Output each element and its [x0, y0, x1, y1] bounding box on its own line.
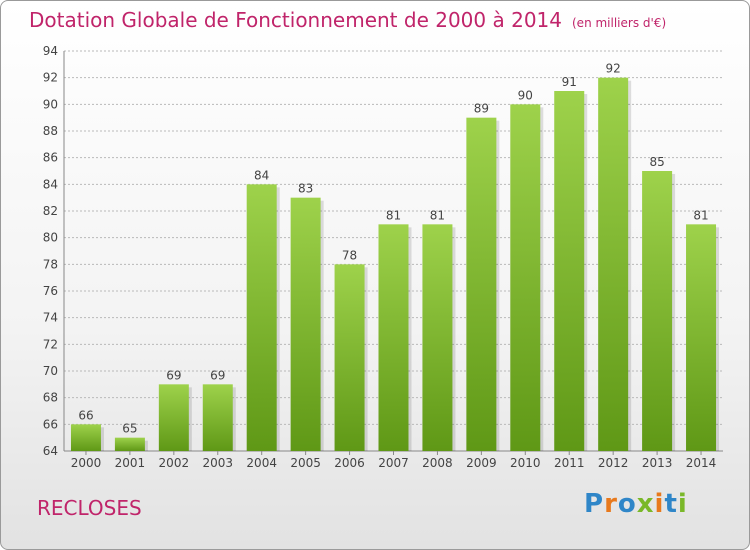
data-label: 83 — [298, 182, 313, 196]
data-label: 92 — [606, 62, 621, 76]
x-tick-label: 2009 — [466, 456, 497, 470]
logo-letter: o — [617, 489, 637, 519]
x-tick-label: 2008 — [422, 456, 453, 470]
y-tick-label: 78 — [43, 257, 58, 271]
logo-letter: r — [604, 489, 618, 519]
chart-title: Dotation Globale de Fonctionnement de 20… — [29, 8, 666, 32]
x-tick-label: 2003 — [202, 456, 233, 470]
y-tick-label: 72 — [43, 337, 58, 351]
x-tick-label: 2002 — [159, 456, 190, 470]
bar — [114, 437, 145, 451]
data-label: 66 — [78, 408, 93, 422]
x-tick-label: 2005 — [290, 456, 321, 470]
y-tick-label: 64 — [43, 444, 58, 458]
data-label: 90 — [518, 88, 533, 102]
data-label: 81 — [430, 208, 445, 222]
unit-label: (en milliers d'€) — [572, 16, 667, 30]
x-tick-label: 2000 — [71, 456, 102, 470]
x-tick-label: 2010 — [510, 456, 541, 470]
bar — [466, 117, 497, 452]
bar — [686, 224, 717, 451]
y-tick-label: 80 — [43, 231, 58, 245]
y-tick-label: 68 — [43, 391, 58, 405]
bar — [554, 91, 585, 451]
bar — [598, 77, 629, 452]
y-tick-label: 76 — [43, 284, 58, 298]
y-tick-label: 90 — [43, 97, 58, 111]
logo-letter: x — [636, 489, 655, 519]
data-label: 81 — [693, 208, 708, 222]
bar — [202, 384, 233, 451]
x-tick-label: 2007 — [378, 456, 409, 470]
x-tick-label: 2014 — [686, 456, 717, 470]
data-label: 85 — [649, 155, 664, 169]
proxiti-logo: Proxiti — [584, 489, 688, 519]
y-tick-label: 88 — [43, 124, 58, 138]
bar — [158, 384, 189, 451]
data-label: 84 — [254, 168, 269, 182]
bar — [246, 184, 277, 452]
logo-letter: P — [584, 489, 605, 519]
logo-letter: i — [654, 489, 665, 519]
x-tick-label: 2001 — [115, 456, 146, 470]
x-tick-label: 2011 — [554, 456, 585, 470]
y-tick-label: 84 — [43, 177, 58, 191]
y-tick-label: 74 — [43, 311, 58, 325]
data-label: 69 — [210, 368, 225, 382]
data-label: 91 — [562, 75, 577, 89]
logo-letter: i — [677, 489, 688, 519]
logo-letter: t — [664, 489, 678, 519]
y-tick-label: 82 — [43, 204, 58, 218]
data-label: 89 — [474, 102, 489, 116]
y-tick-label: 66 — [43, 417, 58, 431]
x-tick-label: 2006 — [334, 456, 365, 470]
title-text: Dotation Globale de Fonctionnement de 20… — [29, 8, 562, 32]
y-tick-label: 86 — [43, 151, 58, 165]
y-tick-label: 94 — [43, 44, 58, 58]
data-label: 65 — [122, 422, 137, 436]
bar — [378, 224, 409, 451]
bar — [510, 104, 541, 451]
x-tick-label: 2012 — [598, 456, 629, 470]
commune-name: RECLOSES — [37, 496, 142, 520]
data-label: 69 — [166, 368, 181, 382]
bar — [290, 197, 321, 451]
y-tick-label: 92 — [43, 71, 58, 85]
x-tick-label: 2004 — [246, 456, 277, 470]
bar — [334, 264, 365, 451]
x-tick-label: 2013 — [642, 456, 673, 470]
bar — [70, 424, 101, 451]
data-label: 81 — [386, 208, 401, 222]
data-label: 78 — [342, 248, 357, 262]
bar — [422, 224, 453, 451]
y-tick-label: 70 — [43, 364, 58, 378]
bar — [642, 171, 673, 451]
